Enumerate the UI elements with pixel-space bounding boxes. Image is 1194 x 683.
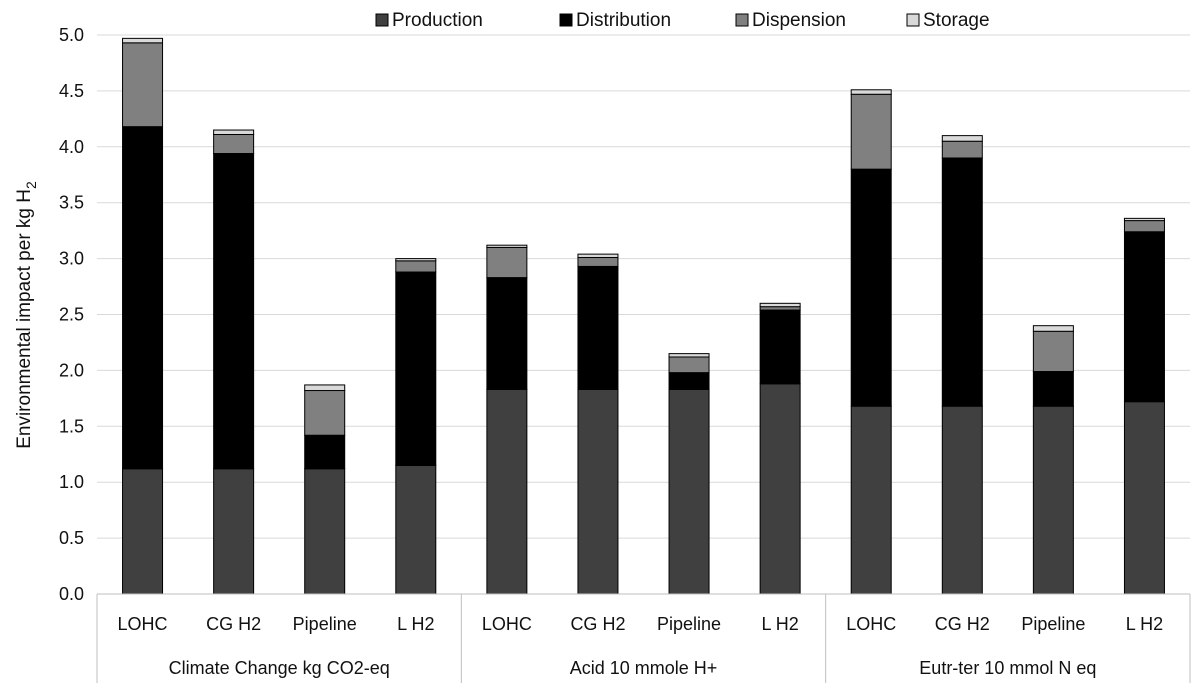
bar-segment-dispension	[1123, 220, 1165, 233]
bar-segment-distribution	[395, 271, 437, 466]
bar-segment-storage	[1032, 325, 1074, 332]
legend-swatch-production	[375, 13, 389, 27]
bar-segment-dispension	[486, 246, 528, 279]
bar-segment-production	[759, 383, 801, 595]
x-axis: LOHC CG H2 Pipeline L H2 LOHC CG H2 Pipeline L …	[96, 593, 1191, 683]
bar-segment-distribution	[122, 126, 164, 470]
bar-segment-production	[304, 468, 346, 595]
x-tick-label: LOHC	[482, 614, 532, 634]
gridlines	[97, 34, 1190, 539]
bar-segment-distribution	[213, 153, 255, 470]
x-tick-label: CG H2	[570, 614, 625, 634]
bar-segment-dispension	[304, 390, 346, 436]
bar-segment-dispension	[122, 42, 164, 128]
bar-segment-storage	[577, 253, 619, 258]
y-tick-label: 2.5	[59, 305, 84, 325]
bar-segment-storage	[486, 244, 528, 248]
bar-segment-dispension	[850, 93, 892, 170]
y-tick-label: 2.0	[59, 360, 84, 380]
legend-label-production: Production	[392, 10, 483, 31]
x-tick-label: LOHC	[846, 614, 896, 634]
bar-segment-dispension	[213, 134, 255, 155]
bar-segment-distribution	[577, 265, 619, 390]
legend-label-dispension: Dispension	[752, 10, 846, 31]
group-label: Eutr-ter 10 mmol N eq	[919, 658, 1096, 678]
bar-segment-distribution	[668, 372, 710, 390]
bar-segment-storage	[759, 302, 801, 308]
x-tick-label: L H2	[397, 614, 434, 634]
bar-segment-distribution	[1123, 231, 1165, 403]
bar-segment-dispension	[941, 140, 983, 159]
x-tick-label: CG H2	[206, 614, 261, 634]
bar-segment-dispension	[395, 260, 437, 273]
bar-segment-production	[850, 405, 892, 595]
x-tick-label: L H2	[1126, 614, 1163, 634]
bar-segment-dispension	[668, 356, 710, 374]
y-tick-label: 0.0	[59, 584, 84, 604]
bar-segment-production	[486, 388, 528, 595]
legend: Production Distribution Dispension Storage	[375, 10, 990, 31]
legend-swatch-dispension	[735, 13, 749, 27]
legend-label-distribution: Distribution	[576, 10, 671, 31]
bar-segment-dispension	[1032, 330, 1074, 373]
legend-swatch-distribution	[559, 13, 573, 27]
bar-segment-distribution	[941, 157, 983, 407]
bar-segment-dispension	[759, 306, 801, 311]
bar-segment-distribution	[486, 277, 528, 390]
bar-segment-storage	[395, 258, 437, 262]
x-tick-label: Pipeline	[657, 614, 721, 634]
y-axis: 0.0 0.5 1.0 1.5 2.0 2.5 3.0 3.5 4.0 4.5 5.0	[59, 25, 84, 604]
bar-segment-storage	[122, 37, 164, 44]
legend-swatch-storage	[906, 13, 920, 27]
group-label: Climate Change kg CO2-eq	[169, 658, 390, 678]
bar-segment-production	[577, 388, 619, 595]
x-tick-label: Pipeline	[1021, 614, 1085, 634]
bar-segment-storage	[213, 129, 255, 136]
bar-segment-production	[1032, 405, 1074, 595]
bar-segment-production	[395, 464, 437, 595]
y-tick-label: 1.5	[59, 416, 84, 436]
bar-segment-distribution	[1032, 371, 1074, 407]
y-tick-label: 5.0	[59, 25, 84, 45]
y-tick-label: 0.5	[59, 528, 84, 548]
y-axis-label: Environmental impact per kg H2	[14, 181, 39, 449]
bar-segment-storage	[850, 89, 892, 95]
bar-segment-distribution	[850, 168, 892, 407]
x-tick-label: L H2	[761, 614, 798, 634]
bars	[122, 37, 1165, 595]
y-tick-label: 1.0	[59, 472, 84, 492]
y-tick-label: 3.0	[59, 249, 84, 269]
bar-segment-storage	[668, 353, 710, 358]
y-axis-label-subscript: 2	[23, 181, 39, 189]
bar-segment-production	[941, 405, 983, 595]
bar-segment-distribution	[304, 434, 346, 470]
y-tick-label: 4.0	[59, 137, 84, 157]
group-label: Acid 10 mmole H+	[570, 658, 718, 678]
bar-segment-dispension	[577, 256, 619, 267]
legend-label-storage: Storage	[923, 10, 990, 31]
bar-segment-production	[668, 388, 710, 595]
x-tick-label: LOHC	[118, 614, 168, 634]
x-tick-label: CG H2	[935, 614, 990, 634]
bar-segment-production	[213, 468, 255, 595]
y-tick-label: 4.5	[59, 81, 84, 101]
y-axis-label-text: Environmental impact per kg H	[14, 189, 35, 449]
bar-segment-storage	[304, 384, 346, 392]
x-tick-label: Pipeline	[293, 614, 357, 634]
bar-segment-production	[122, 468, 164, 595]
bar-segment-storage	[1123, 217, 1165, 222]
y-tick-label: 3.5	[59, 193, 84, 213]
bar-segment-storage	[941, 135, 983, 142]
bar-segment-production	[1123, 401, 1165, 595]
bar-segment-distribution	[759, 309, 801, 385]
